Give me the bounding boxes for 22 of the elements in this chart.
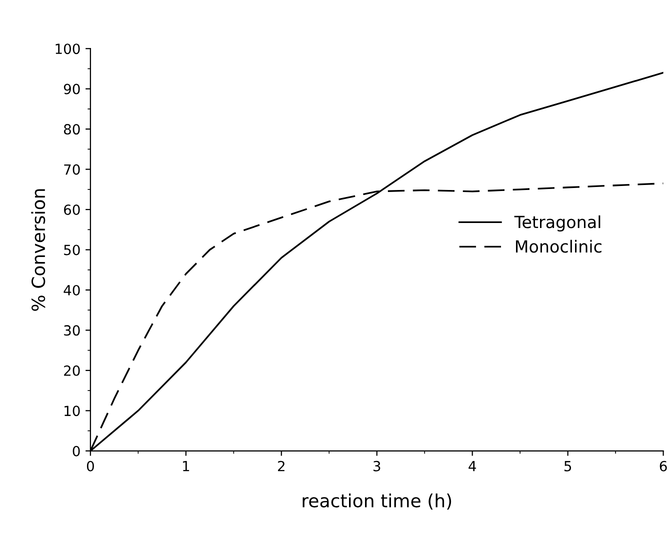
x-tick-label: 2 [278, 460, 284, 472]
x-tick-label: 0 [86, 460, 94, 472]
x-tick-label: 5 [564, 461, 572, 472]
x-tick-label: 6 [660, 460, 667, 472]
x-tick-label: 3 [374, 460, 380, 472]
y-tick-label: 60 [64, 204, 80, 215]
y-tick-label: 30 [64, 325, 80, 336]
x-tick-label: 1 [183, 461, 190, 472]
y-axis-title: % Conversion [31, 189, 46, 311]
y-tick-label: 10 [64, 406, 80, 416]
y-tick-label: 90 [64, 84, 80, 94]
y-tick-label: 100 [56, 44, 80, 54]
y-tick-label: 50 [64, 244, 80, 256]
y-tick-label: 0 [72, 446, 80, 456]
y-tick-label: 20 [64, 365, 80, 376]
x-tick-label: 4 [468, 461, 476, 472]
y-tick-label: 70 [64, 164, 80, 175]
x-axis-title: reaction time (h) [302, 494, 452, 510]
y-tick-label: 80 [64, 124, 80, 135]
legend-label: Tetragonal [514, 215, 600, 232]
y-tick-label: 40 [64, 284, 80, 296]
legend-label: Monoclinic [516, 240, 602, 253]
